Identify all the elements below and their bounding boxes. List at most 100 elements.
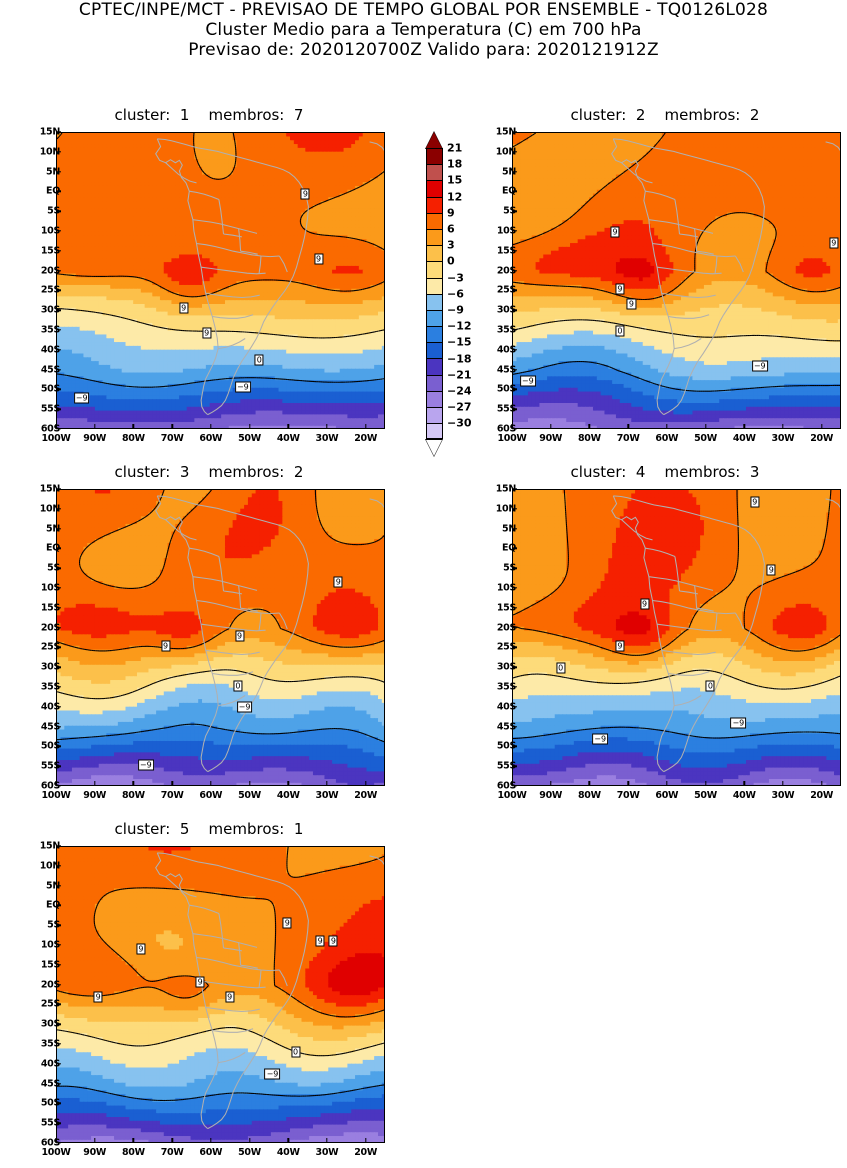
y-axis-tick-label: 15N (496, 484, 517, 495)
y-axis-tick (512, 349, 517, 351)
y-axis-tick-label: 45S (41, 364, 60, 375)
y-axis-tick-label: 45S (41, 1078, 60, 1089)
x-axis-tick-label: 30W (316, 433, 339, 444)
x-axis-tick-label: 20W (354, 1147, 377, 1158)
map-plot-area[interactable]: 9 9 9 0 −9 −9 (56, 489, 385, 786)
colorbar-segment (426, 228, 443, 246)
y-axis-tick-label: EQ (502, 186, 516, 197)
contour-label: −9 (751, 360, 768, 372)
contour-label: −9 (137, 759, 154, 771)
y-axis-tick (512, 785, 517, 787)
x-axis-tick-label: 50W (694, 433, 717, 444)
x-axis-tick (782, 781, 784, 786)
panel-title: cluster: 4 membros: 3 (480, 463, 847, 481)
map-plot-area[interactable]: 9 9 9 9 9 9 9 0 −9 (56, 846, 385, 1143)
y-axis-tick (512, 230, 517, 232)
contour-label: 0 (254, 354, 264, 366)
x-axis-tick-label: 30W (772, 790, 795, 801)
coastline-overlay (611, 138, 840, 416)
x-axis-tick-label: 30W (316, 790, 339, 801)
colorbar-segment (426, 309, 443, 327)
x-axis-tick-label: 60W (655, 433, 678, 444)
contour-label: 9 (333, 576, 343, 588)
colorbar: 21 18 15 12 9 6 3 0 −3 −6 −9 −12 −15 −18 −21 −24 −27 −30 (424, 130, 478, 457)
y-axis-tick-label: 25S (41, 999, 60, 1010)
y-axis-tick (56, 269, 61, 272)
x-axis-tick (588, 424, 591, 429)
x-axis-tick-label: 20W (354, 790, 377, 801)
x-axis-tick-label: 100W (41, 433, 70, 444)
y-axis-tick (56, 527, 61, 530)
map-plot-area[interactable]: 9 9 9 9 0 0 −9 −9 (512, 489, 841, 786)
y-axis-tick (512, 329, 517, 331)
y-axis-tick (56, 785, 61, 787)
x-axis-tick-label: 30W (316, 1147, 339, 1158)
colorbar-segment (426, 245, 443, 262)
temperature-field (513, 133, 840, 428)
y-axis-tick-label: 25S (41, 285, 60, 296)
y-axis-tick-label: 10N (40, 146, 61, 157)
x-axis-tick-label: 90W (83, 790, 106, 801)
y-axis-tick (56, 1063, 61, 1065)
y-axis-tick (512, 508, 517, 510)
y-axis-tick (56, 1122, 61, 1124)
contour-label: 0 (233, 680, 243, 692)
map-plot-area[interactable]: 9 9 9 9 0 −9 −9 (56, 132, 385, 429)
contour-label: 0 (556, 662, 566, 674)
x-axis-tick-label: 60W (199, 433, 222, 444)
colorbar-tick-label: −18 (447, 352, 472, 365)
x-axis-tick (627, 781, 629, 786)
y-axis-tick (56, 706, 61, 708)
coastline-overlay (611, 495, 840, 773)
colorbar-tick-label: −15 (447, 336, 472, 349)
y-axis-tick (56, 368, 61, 371)
x-axis-tick-label: 50W (238, 433, 261, 444)
x-axis-tick (550, 781, 552, 786)
panel-cluster-5[interactable]: cluster: 5 membros: 1 9 9 9 9 9 9 9 0 −9 15N 10N 5N E… (24, 820, 394, 1168)
x-axis-tick (287, 424, 289, 429)
y-axis-tick-label: EQ (502, 543, 516, 554)
y-axis-tick-label: 15S (497, 602, 516, 613)
contour-label: 9 (610, 226, 620, 238)
y-axis-tick-label: 60S (41, 1138, 60, 1149)
y-axis-tick (56, 765, 61, 767)
y-axis-tick (56, 349, 61, 351)
colorbar-segment (426, 358, 443, 375)
y-axis-tick (56, 170, 61, 173)
x-axis-tick-label: 30W (772, 433, 795, 444)
y-axis-tick-label: 5N (46, 166, 60, 177)
x-axis-tick (94, 781, 96, 786)
x-axis-tick-label: 90W (83, 1147, 106, 1158)
y-axis-tick-label: 10S (497, 226, 516, 237)
y-axis-tick-label: 15N (40, 484, 61, 495)
x-axis-tick (171, 1138, 173, 1143)
y-axis-tick (512, 587, 517, 589)
panel-cluster-4[interactable]: cluster: 4 membros: 3 9 9 9 9 0 0 −9 −9 15N 10N 5N E… (480, 463, 847, 811)
panel-cluster-2[interactable]: cluster: 2 membros: 2 9 9 9 9 0 −9 −9 15N 10N 5N EQ… (480, 106, 847, 454)
y-axis-tick-label: 55S (497, 404, 516, 415)
y-axis-tick-label: 60S (41, 781, 60, 792)
x-axis-tick-label: 60W (655, 790, 678, 801)
map-plot-area[interactable]: 9 9 9 9 0 −9 −9 (512, 132, 841, 429)
panel-cluster-1[interactable]: cluster: 1 membros: 7 9 9 9 9 0 −9 −9 15N 10N 5N EQ… (24, 106, 394, 454)
contour-label: 9 (640, 598, 650, 610)
x-axis-tick (550, 424, 552, 429)
x-axis-tick-label: 80W (122, 790, 145, 801)
y-axis-tick (512, 527, 517, 530)
contour-label: 9 (626, 298, 636, 310)
y-axis-tick-label: 25S (497, 642, 516, 653)
x-axis-tick (820, 424, 823, 429)
colorbar-segments (426, 148, 443, 440)
y-axis-tick (56, 1023, 61, 1025)
y-axis-tick-label: 5S (503, 206, 516, 217)
contour-label: 9 (300, 188, 310, 200)
contour-label: 9 (282, 917, 292, 929)
panel-cluster-3[interactable]: cluster: 3 membros: 2 9 9 9 0 −9 −9 15N 10N 5N EQ 5… (24, 463, 394, 811)
x-axis-tick (94, 1138, 96, 1143)
contour-label: 0 (290, 1046, 301, 1058)
colorbar-tick-label: −3 (447, 271, 464, 284)
y-axis-tick (512, 745, 517, 748)
y-axis-tick (512, 289, 517, 292)
y-axis-tick-label: 35S (497, 325, 516, 336)
y-axis-tick-label: 10S (41, 940, 60, 951)
